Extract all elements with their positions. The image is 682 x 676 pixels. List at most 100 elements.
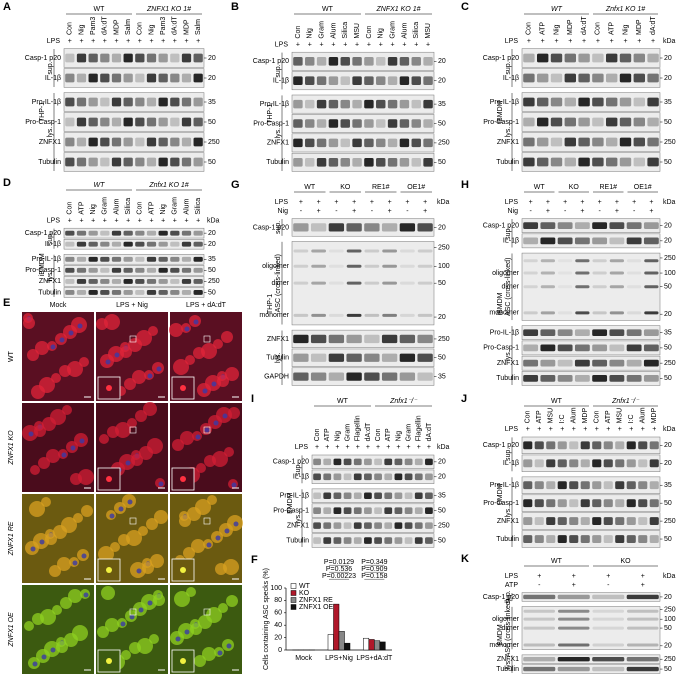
cell	[60, 597, 72, 609]
blot-band	[65, 278, 75, 284]
cell	[146, 518, 158, 530]
legend-label: ZNFX1 OE	[299, 604, 334, 611]
roi	[203, 335, 211, 343]
blot-band	[382, 264, 397, 268]
treatment-mark: +	[615, 199, 619, 206]
blot-band	[523, 97, 535, 107]
blot-band	[293, 138, 303, 148]
blot-band	[575, 285, 590, 289]
blot-band	[364, 249, 380, 253]
lane-label: MSU	[617, 408, 624, 424]
lane-label: Pam3	[90, 17, 97, 35]
blot-band	[425, 507, 433, 514]
panel-letter: B	[231, 1, 239, 13]
blot-band	[647, 53, 659, 63]
treatment-mark: +	[352, 199, 356, 206]
cell	[179, 515, 191, 527]
blot-band	[580, 481, 590, 490]
blot-band	[310, 223, 327, 232]
treatment-mark: +	[427, 444, 431, 451]
treatment-label: LPS	[505, 426, 519, 433]
blot-band	[423, 76, 433, 85]
blot-band	[181, 256, 192, 262]
blot-band	[65, 73, 75, 83]
treatment-mark: +	[549, 426, 553, 433]
treatment-mark: +	[388, 208, 392, 215]
blot-band	[88, 290, 98, 295]
kda-label: 250	[208, 278, 220, 285]
blot-band	[609, 344, 625, 352]
cell	[120, 346, 132, 358]
row-label: Casp-1 p20	[483, 442, 519, 449]
blot-band	[100, 157, 110, 167]
blot-band	[123, 290, 133, 295]
p-value: P=0.00223	[322, 573, 356, 580]
blot-band	[158, 97, 168, 107]
blot-band	[557, 459, 567, 468]
treatment-mark: +	[114, 38, 118, 45]
blot-band	[123, 256, 133, 262]
kda-label: 20	[664, 460, 672, 467]
blot-band	[340, 158, 350, 167]
section-label: sup.	[505, 227, 512, 240]
blot-band	[329, 313, 344, 317]
treatment-mark: +	[554, 38, 558, 45]
blot-band	[100, 137, 110, 147]
nucleus	[193, 319, 199, 325]
kda-label: 20	[438, 224, 446, 231]
blot-band	[404, 492, 413, 500]
kda-header: kDa	[437, 444, 450, 451]
blot-band	[123, 278, 133, 284]
treatment-mark: +	[537, 573, 541, 580]
lane-label: Con	[366, 26, 373, 39]
cell-label: THP-1	[267, 294, 274, 314]
blot-band	[305, 57, 315, 66]
blot-band	[340, 138, 350, 148]
treatment-mark: +	[423, 199, 427, 206]
blot-band	[540, 222, 556, 229]
blot-band	[76, 137, 87, 147]
lane-label: Con	[526, 22, 533, 35]
blot-band	[135, 97, 145, 107]
blot-band	[394, 522, 403, 529]
blot-band	[193, 137, 203, 147]
blot-band	[364, 57, 374, 66]
blot-band	[609, 259, 624, 263]
blot-band	[578, 73, 590, 83]
treatment-mark: +	[615, 208, 619, 215]
blot-band	[193, 290, 203, 295]
blot-band	[592, 157, 604, 167]
treatment-mark: +	[173, 217, 177, 224]
blot-band	[523, 285, 538, 289]
lane-label: ATP	[540, 22, 547, 35]
row-label: Casp-1 p20	[483, 222, 519, 229]
blot-band	[311, 249, 326, 253]
treatment-mark: +	[343, 41, 347, 48]
blot-band	[376, 119, 386, 128]
blot-band	[644, 311, 659, 315]
blot-band	[523, 459, 533, 468]
lane-label: Silica	[342, 22, 349, 39]
treatment-mark: +	[610, 38, 614, 45]
y-tick-label: 60	[274, 610, 282, 617]
blot-band	[411, 119, 421, 128]
row-label: Casp-1 p20	[253, 224, 289, 231]
cell-label: iBMDM	[39, 253, 46, 276]
blot-band	[181, 290, 192, 295]
blot-band	[100, 230, 110, 236]
blot-band	[609, 311, 624, 315]
blot-band	[537, 157, 549, 167]
treatment-mark: +	[396, 444, 400, 451]
blot-band	[293, 313, 309, 317]
blot-band	[615, 481, 625, 490]
blot-band	[158, 137, 168, 147]
blot-band	[537, 73, 549, 83]
blot-band	[615, 517, 625, 526]
blot-band	[364, 507, 372, 514]
blot-band	[523, 311, 538, 315]
blot-band	[343, 458, 352, 466]
nucleus	[127, 499, 133, 505]
row-label: Pro-IL-1β	[490, 330, 519, 337]
lane-label: Nig	[395, 431, 402, 442]
nucleus	[125, 460, 131, 466]
